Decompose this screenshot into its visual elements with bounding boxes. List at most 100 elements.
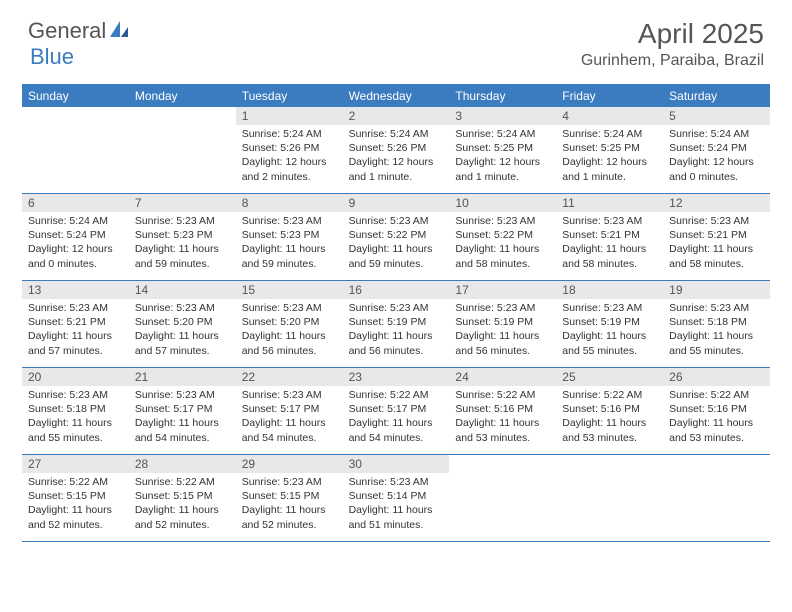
calendar-cell: 23Sunrise: 5:22 AMSunset: 5:17 PMDayligh… xyxy=(343,368,450,454)
daylight-text: Daylight: 11 hours and 54 minutes. xyxy=(135,416,230,444)
day-number: 5 xyxy=(663,107,770,125)
day-info: Sunrise: 5:23 AMSunset: 5:22 PMDaylight:… xyxy=(449,212,556,275)
day-number: 23 xyxy=(343,368,450,386)
calendar-cell: 22Sunrise: 5:23 AMSunset: 5:17 PMDayligh… xyxy=(236,368,343,454)
day-info: Sunrise: 5:23 AMSunset: 5:20 PMDaylight:… xyxy=(236,299,343,362)
calendar-cell: 30Sunrise: 5:23 AMSunset: 5:14 PMDayligh… xyxy=(343,455,450,541)
sunset-text: Sunset: 5:16 PM xyxy=(669,402,764,416)
sunset-text: Sunset: 5:20 PM xyxy=(135,315,230,329)
day-number: 16 xyxy=(343,281,450,299)
daylight-text: Daylight: 11 hours and 57 minutes. xyxy=(135,329,230,357)
daylight-text: Daylight: 11 hours and 56 minutes. xyxy=(242,329,337,357)
day-header-cell: Tuesday xyxy=(236,85,343,107)
sunset-text: Sunset: 5:16 PM xyxy=(455,402,550,416)
calendar-cell: 1Sunrise: 5:24 AMSunset: 5:26 PMDaylight… xyxy=(236,107,343,193)
sunrise-text: Sunrise: 5:23 AM xyxy=(28,301,123,315)
day-info: Sunrise: 5:23 AMSunset: 5:21 PMDaylight:… xyxy=(22,299,129,362)
sunrise-text: Sunrise: 5:23 AM xyxy=(349,301,444,315)
sunset-text: Sunset: 5:25 PM xyxy=(455,141,550,155)
daylight-text: Daylight: 11 hours and 55 minutes. xyxy=(28,416,123,444)
day-info: Sunrise: 5:23 AMSunset: 5:22 PMDaylight:… xyxy=(343,212,450,275)
calendar-cell: 17 Sunrise: 5:23 AMSunset: 5:19 PMDayligh… xyxy=(449,281,556,367)
daylight-text: Daylight: 11 hours and 54 minutes. xyxy=(242,416,337,444)
sunrise-text: Sunrise: 5:23 AM xyxy=(242,301,337,315)
calendar-cell: 27Sunrise: 5:22 AMSunset: 5:15 PMDayligh… xyxy=(22,455,129,541)
week-row: 1Sunrise: 5:24 AMSunset: 5:26 PMDaylight… xyxy=(22,107,770,194)
sunset-text: Sunset: 5:15 PM xyxy=(28,489,123,503)
daylight-text: Daylight: 11 hours and 52 minutes. xyxy=(242,503,337,531)
sunrise-text: Sunrise: 5:23 AM xyxy=(455,301,550,315)
calendar-cell: 25Sunrise: 5:22 AMSunset: 5:16 PMDayligh… xyxy=(556,368,663,454)
day-header-cell: Monday xyxy=(129,85,236,107)
sunset-text: Sunset: 5:23 PM xyxy=(135,228,230,242)
sunset-text: Sunset: 5:17 PM xyxy=(135,402,230,416)
daylight-text: Daylight: 11 hours and 53 minutes. xyxy=(562,416,657,444)
sunrise-text: Sunrise: 5:23 AM xyxy=(349,475,444,489)
day-number: 8 xyxy=(236,194,343,212)
daylight-text: Daylight: 12 hours and 0 minutes. xyxy=(669,155,764,183)
calendar-cell: 4Sunrise: 5:24 AMSunset: 5:25 PMDaylight… xyxy=(556,107,663,193)
calendar-cell: 2Sunrise: 5:24 AMSunset: 5:26 PMDaylight… xyxy=(343,107,450,193)
day-info: Sunrise: 5:24 AMSunset: 5:25 PMDaylight:… xyxy=(449,125,556,188)
calendar-cell xyxy=(663,455,770,541)
daylight-text: Daylight: 11 hours and 53 minutes. xyxy=(455,416,550,444)
sunrise-text: Sunrise: 5:23 AM xyxy=(135,388,230,402)
calendar-cell: 29Sunrise: 5:23 AMSunset: 5:15 PMDayligh… xyxy=(236,455,343,541)
sunrise-text: Sunrise: 5:23 AM xyxy=(242,475,337,489)
daylight-text: Daylight: 11 hours and 52 minutes. xyxy=(28,503,123,531)
sunset-text: Sunset: 5:25 PM xyxy=(562,141,657,155)
sunset-text: Sunset: 5:23 PM xyxy=(242,228,337,242)
calendar-cell: 21Sunrise: 5:23 AMSunset: 5:17 PMDayligh… xyxy=(129,368,236,454)
day-number: 9 xyxy=(343,194,450,212)
daylight-text: Daylight: 11 hours and 55 minutes. xyxy=(669,329,764,357)
week-row: 20Sunrise: 5:23 AMSunset: 5:18 PMDayligh… xyxy=(22,368,770,455)
day-info: Sunrise: 5:24 AMSunset: 5:26 PMDaylight:… xyxy=(236,125,343,188)
day-number: 28 xyxy=(129,455,236,473)
day-header-cell: Saturday xyxy=(663,85,770,107)
week-row: 13Sunrise: 5:23 AMSunset: 5:21 PMDayligh… xyxy=(22,281,770,368)
daylight-text: Daylight: 11 hours and 57 minutes. xyxy=(28,329,123,357)
sunset-text: Sunset: 5:26 PM xyxy=(349,141,444,155)
day-number: 22 xyxy=(236,368,343,386)
day-number: 17 xyxy=(449,281,556,299)
sunset-text: Sunset: 5:17 PM xyxy=(349,402,444,416)
sunset-text: Sunset: 5:19 PM xyxy=(349,315,444,329)
day-number: 12 xyxy=(663,194,770,212)
calendar-cell: 18Sunrise: 5:23 AMSunset: 5:19 PMDayligh… xyxy=(556,281,663,367)
calendar-cell: 8Sunrise: 5:23 AMSunset: 5:23 PMDaylight… xyxy=(236,194,343,280)
week-row: 6Sunrise: 5:24 AMSunset: 5:24 PMDaylight… xyxy=(22,194,770,281)
day-number: 6 xyxy=(22,194,129,212)
sunset-text: Sunset: 5:21 PM xyxy=(562,228,657,242)
sunset-text: Sunset: 5:15 PM xyxy=(135,489,230,503)
sunrise-text: Sunrise: 5:23 AM xyxy=(669,214,764,228)
sunrise-text: Sunrise: 5:23 AM xyxy=(562,301,657,315)
daylight-text: Daylight: 11 hours and 56 minutes. xyxy=(455,329,550,357)
logo-sail-icon xyxy=(108,19,130,44)
sunrise-text: Sunrise: 5:23 AM xyxy=(242,214,337,228)
sunset-text: Sunset: 5:19 PM xyxy=(562,315,657,329)
day-number: 3 xyxy=(449,107,556,125)
day-number: 7 xyxy=(129,194,236,212)
sunset-text: Sunset: 5:26 PM xyxy=(242,141,337,155)
day-info: Sunrise: 5:22 AMSunset: 5:17 PMDaylight:… xyxy=(343,386,450,449)
day-info: Sunrise: 5:23 AMSunset: 5:15 PMDaylight:… xyxy=(236,473,343,536)
calendar-cell: 14Sunrise: 5:23 AMSunset: 5:20 PMDayligh… xyxy=(129,281,236,367)
sunrise-text: Sunrise: 5:23 AM xyxy=(242,388,337,402)
daylight-text: Daylight: 11 hours and 59 minutes. xyxy=(135,242,230,270)
sunset-text: Sunset: 5:19 PM xyxy=(455,315,550,329)
daylight-text: Daylight: 12 hours and 1 minute. xyxy=(349,155,444,183)
calendar-cell: 13Sunrise: 5:23 AMSunset: 5:21 PMDayligh… xyxy=(22,281,129,367)
daylight-text: Daylight: 12 hours and 1 minute. xyxy=(455,155,550,183)
day-number: 29 xyxy=(236,455,343,473)
day-info: Sunrise: 5:23 AMSunset: 5:21 PMDaylight:… xyxy=(663,212,770,275)
day-info: Sunrise: 5:23 AMSunset: 5:23 PMDaylight:… xyxy=(129,212,236,275)
day-info: Sunrise: 5:24 AMSunset: 5:26 PMDaylight:… xyxy=(343,125,450,188)
sunset-text: Sunset: 5:15 PM xyxy=(242,489,337,503)
sunrise-text: Sunrise: 5:23 AM xyxy=(669,301,764,315)
calendar-cell: 10Sunrise: 5:23 AMSunset: 5:22 PMDayligh… xyxy=(449,194,556,280)
sunrise-text: Sunrise: 5:23 AM xyxy=(455,214,550,228)
day-header-cell: Thursday xyxy=(449,85,556,107)
day-info: Sunrise: 5:22 AMSunset: 5:16 PMDaylight:… xyxy=(556,386,663,449)
day-number: 20 xyxy=(22,368,129,386)
calendar-cell: 5Sunrise: 5:24 AMSunset: 5:24 PMDaylight… xyxy=(663,107,770,193)
